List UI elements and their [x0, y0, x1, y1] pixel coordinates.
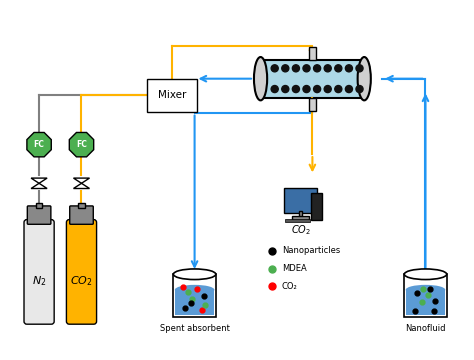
- Circle shape: [324, 86, 331, 93]
- FancyBboxPatch shape: [261, 60, 364, 98]
- FancyBboxPatch shape: [36, 203, 42, 208]
- Text: Mixer: Mixer: [158, 90, 186, 100]
- Circle shape: [292, 86, 300, 93]
- Text: MDEA: MDEA: [282, 264, 307, 273]
- Text: FC: FC: [76, 140, 87, 149]
- FancyBboxPatch shape: [70, 206, 93, 224]
- Polygon shape: [69, 132, 94, 157]
- Text: $CO_2$: $CO_2$: [291, 224, 310, 237]
- FancyBboxPatch shape: [78, 203, 85, 208]
- FancyBboxPatch shape: [311, 193, 322, 220]
- FancyBboxPatch shape: [147, 79, 197, 112]
- Text: Spent absorbent: Spent absorbent: [160, 324, 229, 333]
- Text: $N_2$: $N_2$: [32, 274, 46, 288]
- Text: $CO_2$: $CO_2$: [70, 274, 93, 288]
- Circle shape: [324, 65, 331, 72]
- FancyBboxPatch shape: [24, 220, 54, 324]
- Circle shape: [271, 86, 278, 93]
- Bar: [173, 274, 216, 317]
- Ellipse shape: [404, 269, 447, 280]
- Text: Nanoparticles: Nanoparticles: [282, 246, 340, 255]
- Circle shape: [346, 65, 353, 72]
- Polygon shape: [27, 132, 51, 157]
- Ellipse shape: [173, 269, 216, 280]
- Circle shape: [292, 65, 300, 72]
- Bar: [406, 290, 445, 315]
- FancyBboxPatch shape: [284, 188, 317, 212]
- Circle shape: [335, 65, 342, 72]
- Circle shape: [282, 86, 289, 93]
- Text: FC: FC: [34, 140, 45, 149]
- Ellipse shape: [406, 285, 445, 295]
- Bar: [404, 274, 447, 317]
- Ellipse shape: [357, 57, 371, 100]
- Circle shape: [356, 86, 363, 93]
- Bar: [175, 290, 214, 315]
- Circle shape: [346, 86, 353, 93]
- Bar: [299, 211, 302, 217]
- Bar: [292, 216, 309, 220]
- Circle shape: [335, 86, 342, 93]
- FancyBboxPatch shape: [66, 220, 97, 324]
- Ellipse shape: [254, 57, 267, 100]
- Ellipse shape: [175, 285, 214, 295]
- Circle shape: [314, 86, 320, 93]
- Circle shape: [314, 65, 320, 72]
- Bar: [309, 98, 316, 111]
- Circle shape: [356, 65, 363, 72]
- Circle shape: [282, 65, 289, 72]
- Circle shape: [303, 86, 310, 93]
- FancyBboxPatch shape: [27, 206, 51, 224]
- Circle shape: [303, 65, 310, 72]
- Bar: [309, 47, 316, 60]
- Bar: [285, 219, 310, 222]
- Text: Nanofluid: Nanofluid: [405, 324, 446, 333]
- Circle shape: [271, 65, 278, 72]
- Text: CO₂: CO₂: [282, 282, 298, 291]
